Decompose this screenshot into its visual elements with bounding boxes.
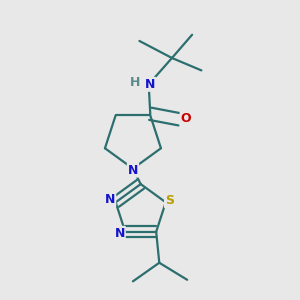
Text: S: S — [165, 194, 174, 207]
Text: N: N — [145, 78, 155, 91]
Text: N: N — [128, 164, 138, 177]
Text: N: N — [105, 193, 115, 206]
Text: N: N — [115, 227, 125, 240]
Text: H: H — [130, 76, 140, 89]
Text: O: O — [181, 112, 191, 125]
